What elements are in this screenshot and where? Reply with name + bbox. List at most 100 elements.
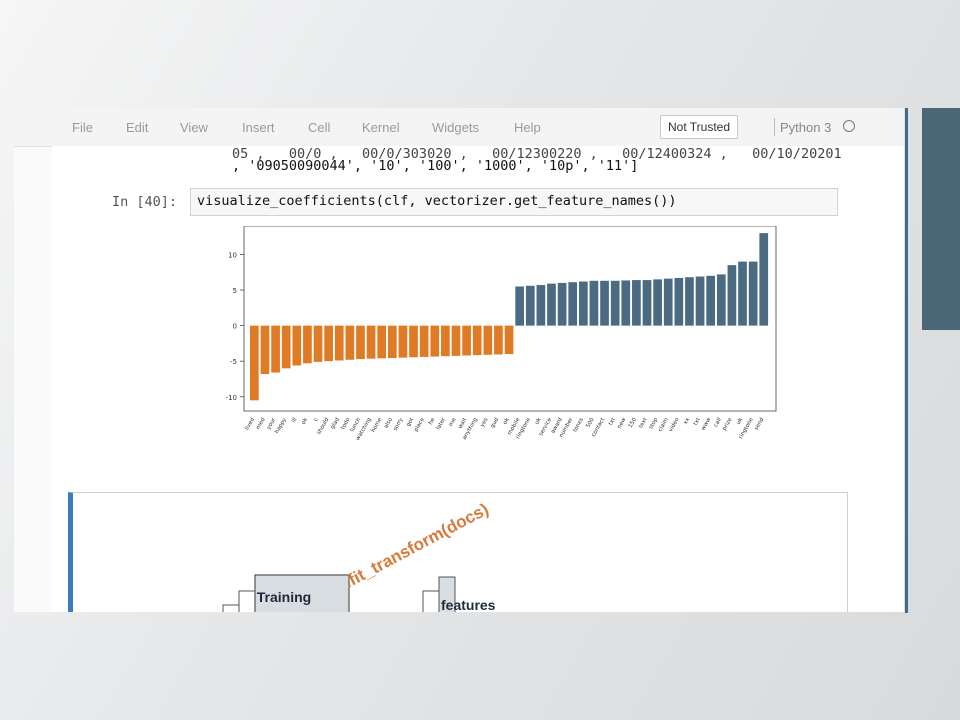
doc-stack-mid	[238, 590, 260, 612]
x-tick-label: 150	[628, 417, 639, 430]
bar	[536, 285, 546, 326]
x-tick-label: he	[428, 416, 437, 425]
kernel-separator	[774, 118, 775, 136]
bar	[568, 282, 578, 326]
doc-stack-back	[222, 604, 244, 612]
output-line-clipped: 05 , 00/0 , 00/0/303020 , 00/12300220 , …	[232, 146, 842, 162]
bar	[313, 325, 323, 362]
x-tick-label: glad	[330, 417, 341, 430]
bar	[472, 325, 482, 356]
bar	[632, 280, 641, 326]
bar	[451, 325, 461, 356]
menubar: File Edit View Insert Cell Kernel Widget…	[14, 108, 904, 147]
menu-widgets[interactable]: Widgets	[432, 120, 479, 135]
bar	[409, 325, 418, 358]
notebook-area: 05 , 00/0 , 00/0/303020 , 00/12300220 , …	[52, 146, 904, 612]
kernel-status-icon	[843, 120, 855, 132]
bar	[748, 261, 758, 326]
x-tick-label: me	[448, 416, 458, 427]
x-tick-label: happy	[274, 416, 288, 434]
bar	[292, 325, 302, 366]
x-tick-label: uk	[534, 416, 543, 425]
bar	[494, 325, 503, 355]
bar	[759, 233, 769, 326]
x-tick-label: stop	[648, 417, 659, 431]
x-tick-label: todo	[340, 416, 352, 430]
x-tick-label: send	[754, 417, 766, 431]
y-tick-label: 5	[233, 287, 237, 295]
not-trusted-button[interactable]: Not Trusted	[660, 115, 738, 139]
cell-prompt: In [40]:	[112, 194, 178, 210]
bar	[525, 285, 535, 326]
bar	[716, 274, 726, 326]
bar	[547, 283, 556, 326]
vectorizer-diagram	[222, 574, 456, 612]
y-tick-label: -10	[226, 394, 237, 402]
code-text: visualize_coefficients(clf, vectorizer.g…	[197, 193, 677, 209]
x-tick-label: gud	[490, 417, 500, 429]
y-tick-label: 0	[233, 323, 237, 331]
bar	[271, 325, 280, 373]
features-label: features	[441, 597, 496, 612]
menu-cell[interactable]: Cell	[308, 120, 331, 135]
x-tick-label: uk	[736, 416, 745, 425]
x-tick-label: ill	[291, 417, 299, 424]
x-tick-label: place	[413, 416, 426, 432]
x-tick-label: www	[700, 417, 712, 432]
x-tick-label: c	[313, 417, 320, 423]
bar	[430, 325, 440, 357]
x-tick-label: video	[668, 416, 681, 433]
bar	[334, 325, 344, 361]
x-tick-label: sorry	[392, 416, 405, 432]
bar	[621, 280, 631, 326]
bar	[377, 325, 387, 359]
matrix-col-1	[422, 590, 440, 612]
x-tick-label: 500	[585, 417, 596, 430]
bar	[504, 325, 514, 355]
x-tick-label: new	[617, 417, 628, 430]
matrix-col-2	[438, 576, 456, 612]
training-label: Training	[256, 589, 312, 605]
bar	[589, 280, 599, 326]
code-cell-input[interactable]: visualize_coefficients(clf, vectorizer.g…	[190, 188, 838, 216]
menu-edit[interactable]: Edit	[126, 120, 149, 135]
bar	[578, 281, 588, 326]
bar	[356, 325, 365, 360]
y-tick-label: -5	[230, 358, 237, 366]
x-tick-label: got	[406, 416, 416, 428]
side-accent-panel	[922, 108, 960, 330]
markdown-cell[interactable]: Training .fit_transform(docs) features	[68, 492, 848, 612]
bar	[419, 325, 429, 357]
bar	[250, 325, 259, 401]
bar	[281, 325, 291, 369]
bar	[441, 325, 450, 357]
bar	[483, 325, 493, 355]
training-box	[254, 574, 350, 612]
menu-view[interactable]: View	[180, 120, 208, 135]
x-tick-label: xx	[683, 416, 692, 425]
bar	[738, 261, 747, 326]
bar	[600, 280, 609, 326]
x-tick-label: call	[713, 417, 723, 429]
x-tick-label: ok	[301, 416, 310, 425]
y-tick-label: 10	[228, 251, 237, 259]
x-tick-label: yes	[480, 417, 490, 428]
x-tick-label: text	[638, 416, 649, 429]
bar	[387, 325, 397, 358]
menu-kernel[interactable]: Kernel	[362, 120, 400, 135]
bar	[706, 275, 716, 326]
bar	[260, 325, 270, 374]
menu-file[interactable]: File	[72, 120, 93, 135]
notebook-window: File Edit View Insert Cell Kernel Widget…	[14, 108, 904, 612]
bar	[515, 286, 525, 326]
bar	[663, 278, 673, 326]
menu-insert[interactable]: Insert	[242, 120, 275, 135]
x-tick-label: later	[436, 416, 448, 431]
x-tick-label: also	[383, 416, 394, 429]
x-tick-label: tones	[572, 417, 585, 433]
menu-help[interactable]: Help	[514, 120, 541, 135]
bar	[462, 325, 471, 356]
bar	[303, 325, 312, 364]
x-tick-label: lived	[244, 417, 256, 431]
bar	[610, 280, 620, 326]
